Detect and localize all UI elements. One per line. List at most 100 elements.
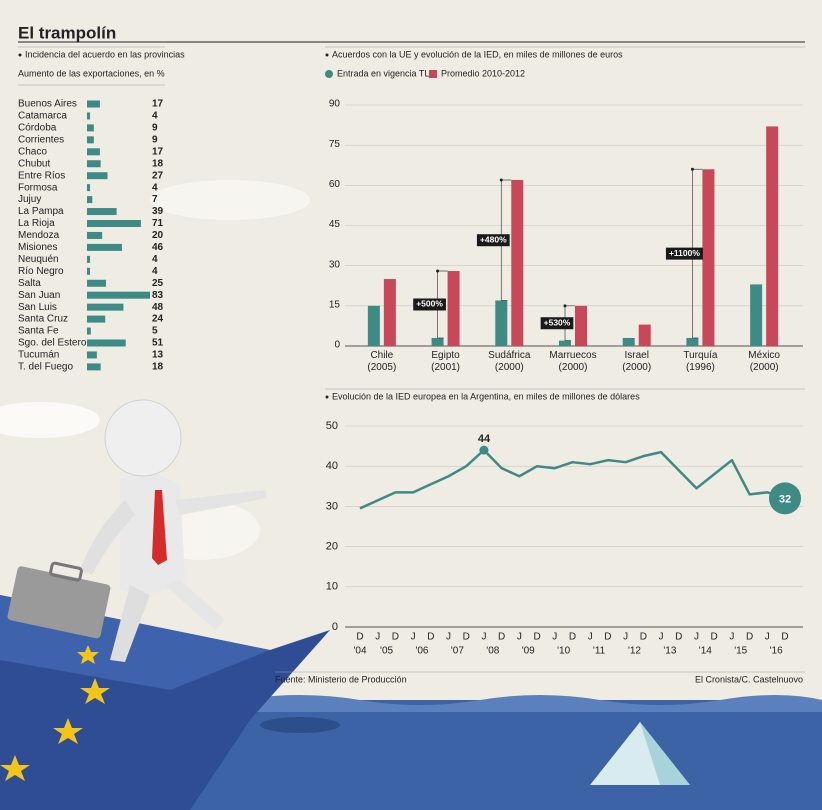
value-label: 46: [152, 242, 164, 253]
x-tick-label: J: [552, 632, 557, 643]
category-label: San Juan: [18, 290, 60, 301]
x-year-label: '10: [557, 646, 570, 657]
x-tick-label: D: [569, 632, 576, 643]
y-tick-label: 20: [326, 541, 338, 553]
value-label: 4: [152, 254, 158, 265]
x-tick-label: D: [463, 632, 470, 643]
x-tick-label: D: [356, 632, 363, 643]
bar: [495, 300, 508, 346]
x-tick-label: D: [711, 632, 718, 643]
value-label: 5: [152, 326, 158, 337]
y-tick-label: 15: [329, 299, 341, 310]
annotation-dot: [436, 269, 440, 273]
category-label: Santa Fe: [18, 326, 59, 337]
bar: [87, 124, 94, 132]
x-tick-label: D: [498, 632, 505, 643]
category-label: Misiones: [18, 242, 57, 253]
x-tick-label: Egipto (2001): [431, 350, 460, 373]
bar: [511, 179, 524, 346]
value-label: 20: [152, 230, 164, 241]
x-tick-label: J: [765, 632, 770, 643]
value-label: 4: [152, 182, 158, 193]
page-title: El trampolín: [18, 23, 116, 42]
category-label: T. del Fuego: [18, 362, 73, 373]
value-label: 18: [152, 362, 164, 373]
bar: [87, 315, 106, 323]
y-tick-label: 45: [329, 219, 341, 230]
bar: [87, 220, 141, 227]
point-bubble: [769, 482, 801, 515]
x-tick-label: J: [411, 632, 416, 643]
category-label: Tucumán: [18, 350, 59, 361]
x-tick-label: J: [446, 632, 451, 643]
category-label: Chaco: [18, 146, 47, 157]
x-tick-label: Sudáfrica (2000): [488, 350, 531, 373]
annotation-dot: [499, 178, 503, 182]
category-label: Córdoba: [18, 123, 57, 134]
value-label: 18: [152, 158, 164, 169]
y-tick-label: 75: [329, 139, 341, 150]
bar: [575, 305, 587, 346]
x-tick-label: Marruecos (2000): [549, 350, 596, 373]
bar: [87, 184, 91, 192]
bar: [87, 303, 124, 311]
annotation-dot: [690, 167, 694, 171]
annotation-box: [665, 247, 703, 260]
value-label: 25: [152, 278, 164, 289]
point: [479, 445, 489, 455]
legend-label: Promedio 2010-2012: [441, 68, 525, 78]
chart-title: Incidencia del acuerdo en las provincias: [25, 49, 185, 59]
value-label: 71: [152, 218, 164, 229]
annotation: +1100%: [669, 248, 700, 258]
bar: [766, 126, 779, 346]
chart-title: Evolución de la IED europea en la Argent…: [332, 391, 640, 401]
annotation: +500%: [416, 299, 443, 309]
bar: [686, 337, 699, 346]
bar: [87, 279, 106, 287]
x-tick-label: D: [675, 632, 682, 643]
x-tick-label: J: [375, 632, 380, 643]
x-tick-label: J: [694, 632, 699, 643]
bar: [87, 351, 97, 359]
value-label: 39: [152, 206, 164, 217]
x-tick-label: Israel (2000): [622, 350, 651, 373]
category-label: Entre Ríos: [18, 170, 65, 181]
x-tick-label: J: [517, 632, 522, 643]
value-label: 17: [152, 99, 164, 110]
bar: [87, 196, 93, 204]
bar: [87, 100, 100, 108]
annotation: +530%: [544, 317, 571, 327]
x-year-label: '07: [451, 646, 464, 657]
category-label: Sgo. del Estero: [18, 338, 87, 349]
chart-subtitle: Aumento de las exportaciones, en %: [18, 68, 165, 78]
x-year-label: '06: [415, 646, 428, 657]
line: [359, 448, 786, 510]
x-tick-label: D: [427, 632, 434, 643]
x-year-label: '12: [628, 646, 641, 657]
x-tick-label: D: [533, 632, 540, 643]
x-year-label: '15: [734, 646, 747, 657]
category-label: Río Negro: [18, 266, 64, 277]
y-tick-label: 10: [326, 581, 338, 593]
y-tick-label: 30: [326, 500, 338, 512]
x-tick-label: Chile (2005): [367, 350, 396, 373]
annotation-box: [476, 234, 510, 247]
x-year-label: '05: [380, 646, 393, 657]
value-label: 83: [152, 290, 164, 301]
annotation-box: [540, 317, 574, 330]
category-label: Formosa: [18, 182, 58, 193]
value-label: 27: [152, 170, 164, 181]
category-label: La Rioja: [18, 218, 55, 229]
legend-label: Entrada en vigencia TLC: [337, 68, 436, 78]
value-label: 13: [152, 350, 164, 361]
bar: [87, 243, 122, 251]
x-tick-label: Turquía (1996): [683, 350, 718, 373]
value-label: 44: [478, 433, 491, 445]
legend-swatch: [429, 70, 437, 78]
value-label: 17: [152, 146, 164, 157]
bar: [87, 291, 150, 299]
x-tick-label: D: [392, 632, 399, 643]
value-label: 9: [152, 123, 158, 134]
bar: [87, 208, 117, 216]
y-tick-label: 40: [326, 460, 338, 472]
